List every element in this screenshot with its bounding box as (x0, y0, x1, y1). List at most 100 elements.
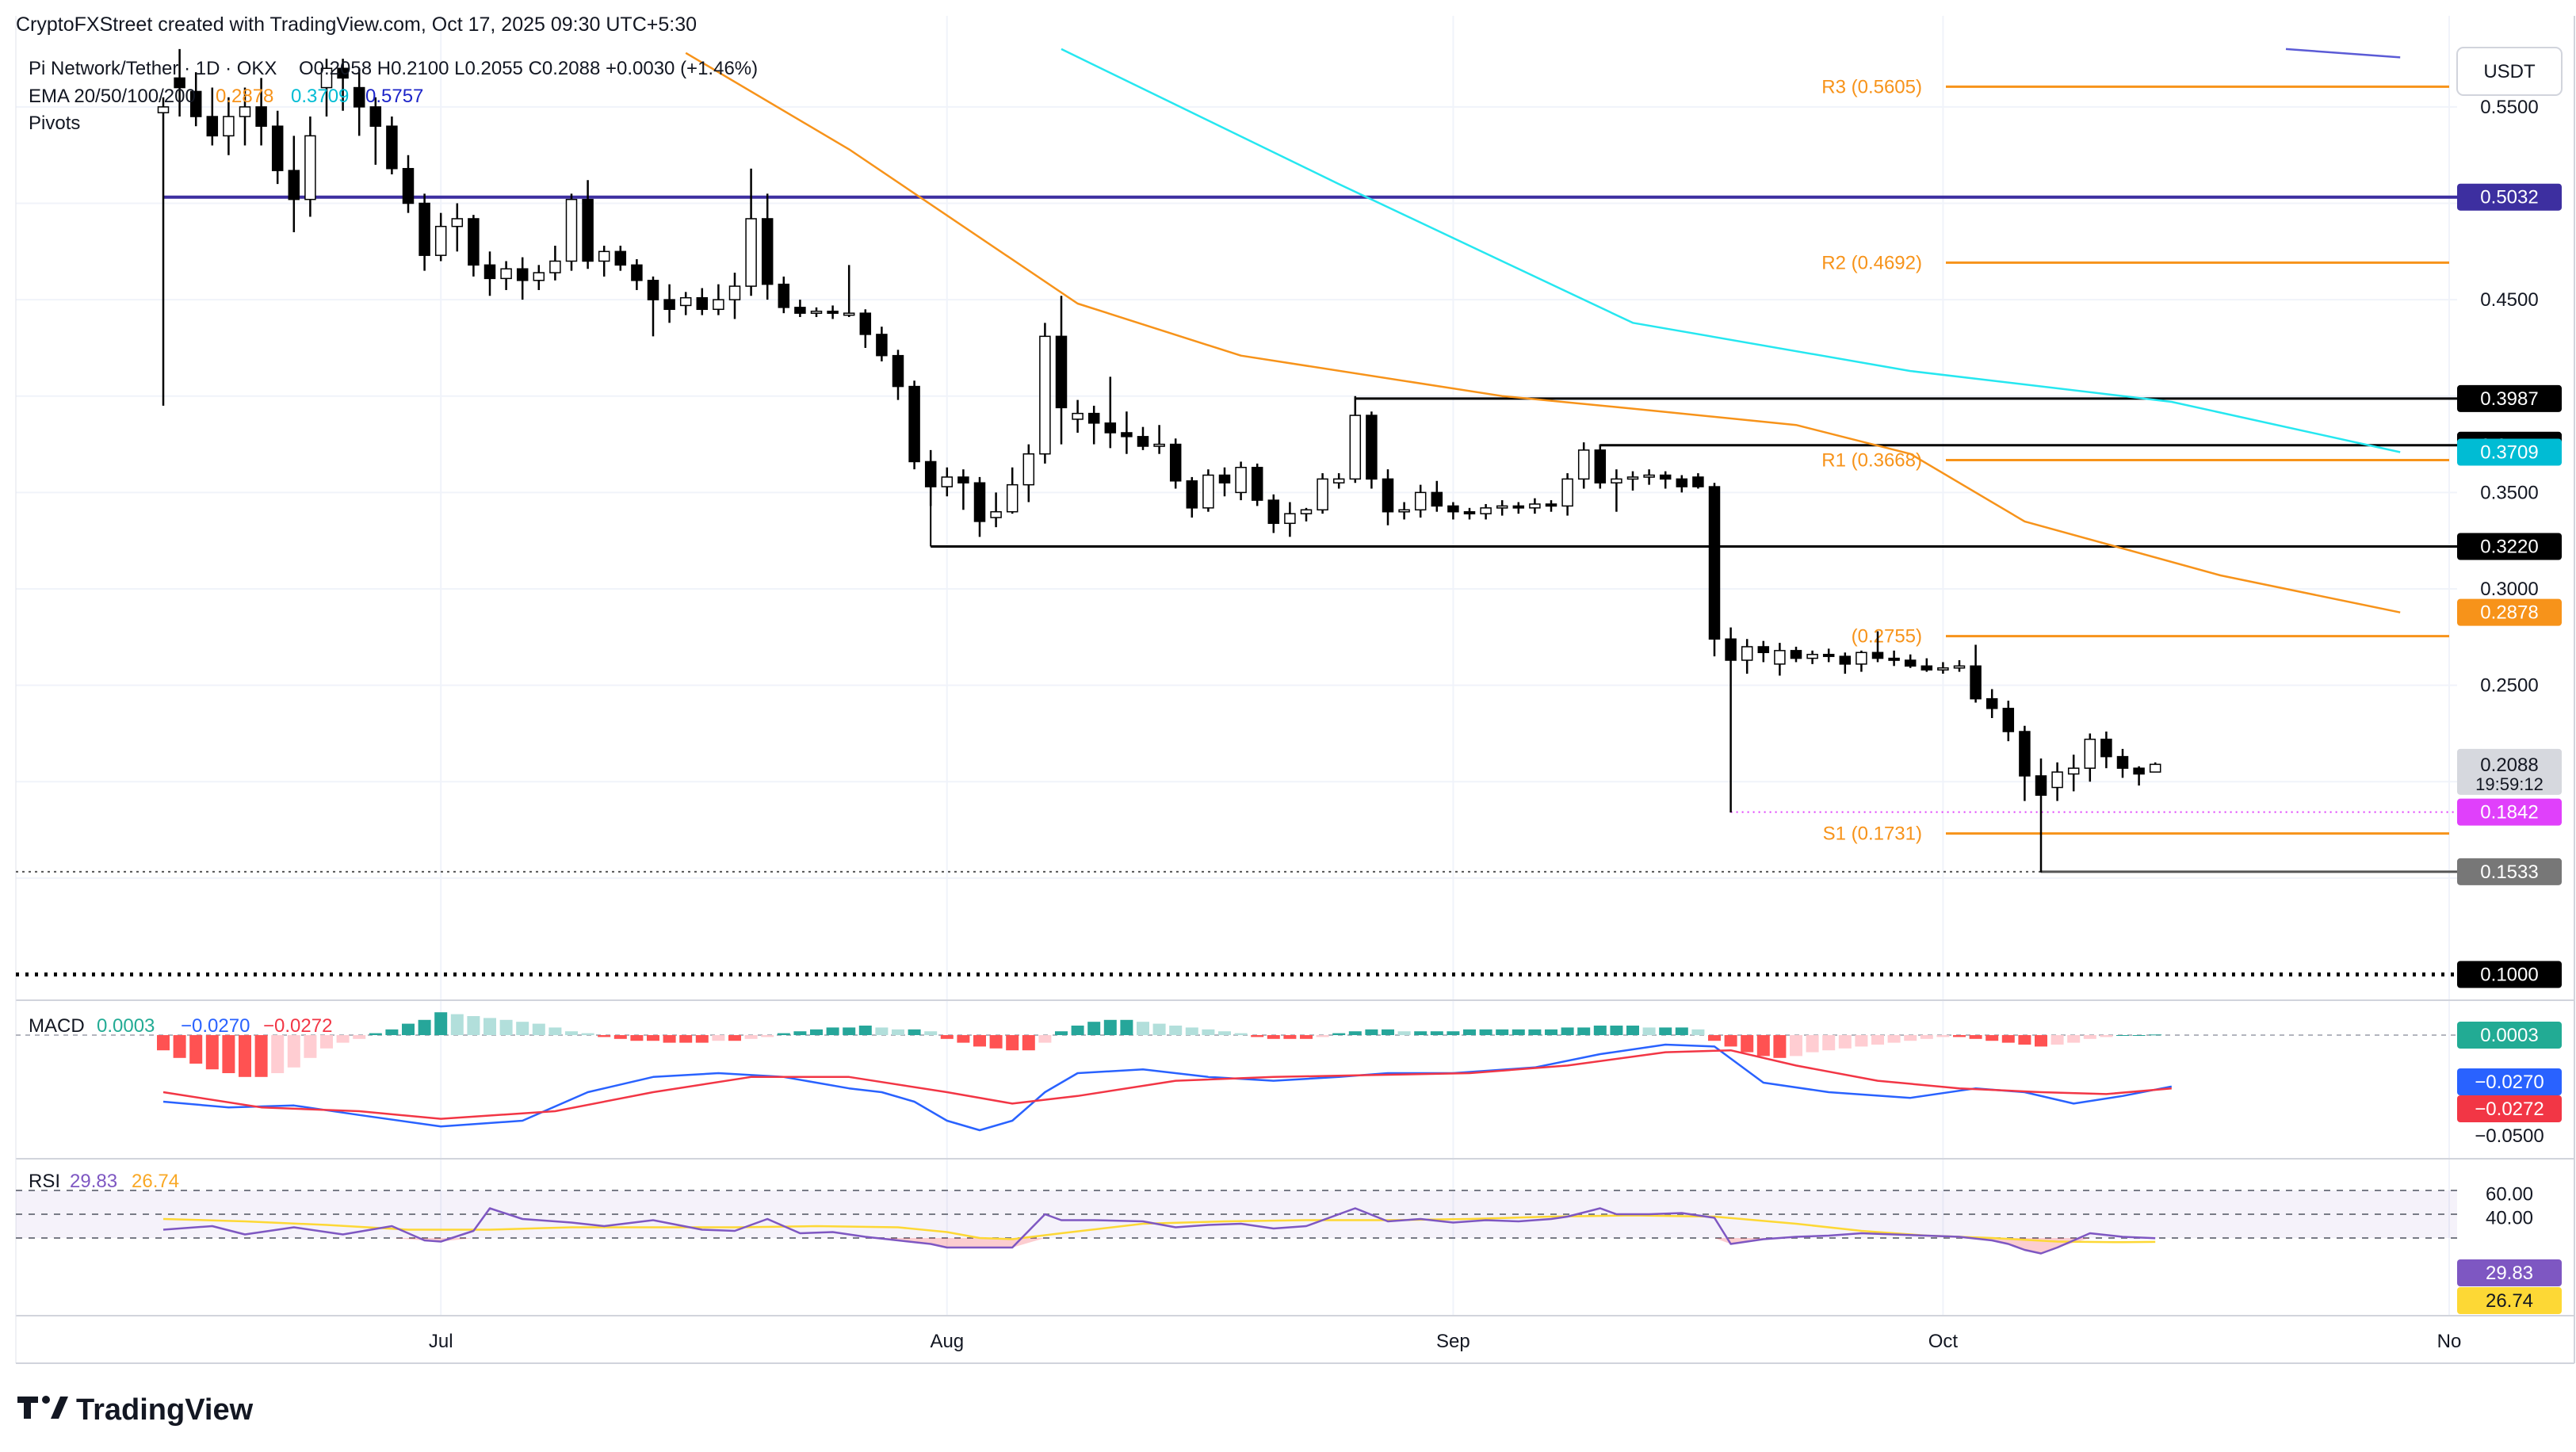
time-tick-label: Oct (1928, 1331, 1959, 1352)
price-tick-label: 0.4500 (2480, 289, 2538, 311)
macd-histogram-bar (1953, 1035, 1966, 1037)
macd-histogram-bar (989, 1035, 1003, 1049)
macd-pane: 0.0003 −0.0270 −0.0272 −0.0500 (16, 1012, 2562, 1147)
logo-text: TradingView (76, 1393, 254, 1427)
candle-down (631, 264, 643, 281)
candle-down (255, 106, 267, 127)
time-axis: Jul Aug Sep Oct No (429, 1331, 2461, 1352)
rsi-label: RSI (29, 1171, 60, 1192)
macd-histogram-bar (858, 1026, 872, 1035)
macd-histogram-bar (940, 1035, 954, 1039)
candle-down (1904, 659, 1917, 667)
macd-histogram-bar (189, 1035, 203, 1064)
pane-frames (15, 16, 2575, 1364)
symbol-title: Pi Network/Tether · 1D · OKX (29, 58, 277, 79)
candle-down (402, 167, 415, 204)
macd-histogram-bar (1871, 1035, 1884, 1045)
candle-up (1480, 507, 1492, 514)
candle-down (1790, 650, 1802, 659)
macd-histogram-bar (1316, 1035, 1329, 1037)
macd-histogram-bar (810, 1029, 823, 1035)
macd-histogram-bar (1218, 1031, 1231, 1035)
pivot-label: R2 (0.4692) (1821, 252, 1922, 273)
rsi-ma-value: 26.74 (132, 1171, 179, 1192)
candle-down (973, 482, 986, 522)
candle-up (1300, 509, 1313, 514)
currency-label: USDT (2483, 61, 2536, 82)
candle-down (663, 299, 675, 311)
macd-histogram-bar (1855, 1035, 1868, 1047)
macd-histogram-bar (1332, 1033, 1346, 1035)
candles (157, 48, 2161, 873)
candle-up (157, 106, 170, 113)
price-tag (2457, 598, 2562, 626)
macd-histogram-bar (2018, 1035, 2031, 1045)
rsi-ma-line (162, 1214, 2156, 1244)
candle-up (2051, 771, 2063, 789)
macd-histogram-bar (712, 1035, 725, 1041)
candle-up (1332, 478, 1345, 483)
price-tag-label: 0.1842 (2480, 802, 2538, 823)
macd-histogram-bar (2149, 1034, 2162, 1036)
candle-down (1382, 478, 1394, 513)
macd-histogram-bar (1512, 1029, 1525, 1035)
macd-histogram-bar (565, 1031, 578, 1035)
price-tick-label: 0.2500 (2480, 675, 2538, 697)
macd-histogram-bar (1610, 1026, 1623, 1035)
macd-signal-line (162, 1049, 2172, 1120)
candle-down (1463, 510, 1476, 514)
candle-down (1871, 651, 1884, 659)
macd-histogram-bar (1773, 1035, 1787, 1058)
candle-up (320, 67, 333, 89)
candle-down (516, 268, 529, 281)
macd-histogram-bar (1103, 1019, 1117, 1035)
macd-histogram-bar (1202, 1029, 1215, 1035)
candle-down (1055, 335, 1068, 409)
macd-hist-value: 0.0003 (97, 1015, 155, 1037)
candle-down (1921, 665, 1933, 671)
macd-histogram-bar (647, 1035, 659, 1041)
macd-histogram-bar (1382, 1029, 1394, 1035)
candle-down (1676, 478, 1688, 487)
macd-histogram-bar (2035, 1035, 2047, 1047)
macd-histogram-bar (777, 1033, 790, 1035)
rsi-value-tag-label: 29.83 (2486, 1263, 2533, 1284)
macd-histogram-bar (1969, 1035, 1982, 1039)
macd-histogram-bar (1120, 1019, 1133, 1035)
candle-down (778, 283, 790, 308)
candle-down (1447, 505, 1459, 513)
candle-down (2002, 708, 2015, 732)
candle-up (843, 312, 855, 316)
macd-histogram-bar (2067, 1035, 2081, 1043)
rsi-oversold-fill (2024, 1238, 2041, 1254)
macd-histogram-bar (157, 1035, 170, 1051)
candle-up (1937, 667, 1949, 671)
macd-histogram-bar (483, 1018, 496, 1035)
ema100-value: 0.5757 (365, 86, 423, 107)
ema-lines (685, 48, 2401, 613)
rsi-oversold-fill (392, 1238, 425, 1240)
candle-up (434, 225, 447, 256)
macd-histogram-bar (793, 1031, 807, 1035)
macd-histogram-bar (1577, 1027, 1591, 1035)
currency-button[interactable] (2456, 47, 2563, 96)
candle-up (1611, 478, 1622, 483)
rsi-value-tag (2457, 1259, 2562, 1286)
macd-hist-tag-label: 0.0003 (2480, 1025, 2538, 1046)
macd-histogram-bar (1169, 1026, 1183, 1035)
macd-line-tag (2457, 1068, 2562, 1095)
macd-histogram-bar (1642, 1027, 1656, 1035)
candle-up (1072, 412, 1084, 420)
candle-up (1561, 478, 1573, 507)
candle-down (2116, 755, 2129, 769)
rsi-oversold-fill (946, 1238, 980, 1248)
candle-down (1708, 486, 1721, 640)
macd-histogram-bar (1006, 1035, 1019, 1051)
candle-down (1251, 467, 1263, 501)
macd-histogram-bar (1397, 1031, 1411, 1035)
ema50-line (1061, 48, 2401, 453)
macd-histogram-bar (679, 1035, 693, 1043)
candle-down (647, 280, 659, 300)
candle-up (713, 299, 724, 311)
